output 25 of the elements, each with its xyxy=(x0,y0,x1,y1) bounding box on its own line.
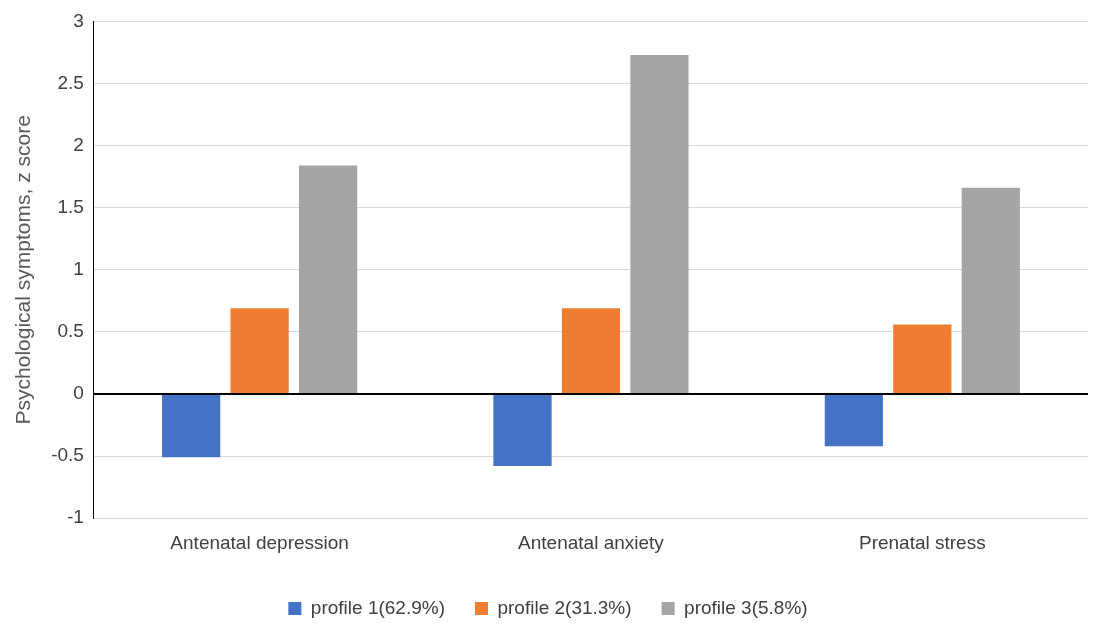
y-axis-title: Psychological symptoms, z score xyxy=(11,115,35,425)
bar xyxy=(230,308,289,393)
bar xyxy=(561,308,621,393)
bar xyxy=(162,395,221,458)
legend-label: profile 2(31.3%) xyxy=(497,596,632,618)
bar xyxy=(493,395,552,467)
bar xyxy=(630,54,689,393)
bar xyxy=(961,187,1020,393)
y-tick-label: 2.5 xyxy=(57,71,84,93)
x-tick-label: Antenatal anxiety xyxy=(518,531,665,553)
y-tick-label: 3 xyxy=(73,9,84,31)
y-tick-label: -0.5 xyxy=(51,444,84,466)
x-tick-label: Prenatal stress xyxy=(858,531,986,553)
y-tick-label: 0.5 xyxy=(57,320,84,342)
x-tick-label: Antenatal depression xyxy=(170,531,349,553)
y-tick-label: -1 xyxy=(67,506,84,528)
y-tick-label: 0 xyxy=(73,382,84,404)
y-tick-label: 1 xyxy=(73,258,84,280)
bar xyxy=(893,324,952,393)
bar xyxy=(824,395,883,447)
y-tick-label: 2 xyxy=(73,133,84,155)
legend-label: profile 1(62.9%) xyxy=(310,596,445,618)
y-tick-label: 1.5 xyxy=(57,195,84,217)
bar xyxy=(298,165,358,393)
legend-label: profile 3(5.8%) xyxy=(684,596,808,618)
